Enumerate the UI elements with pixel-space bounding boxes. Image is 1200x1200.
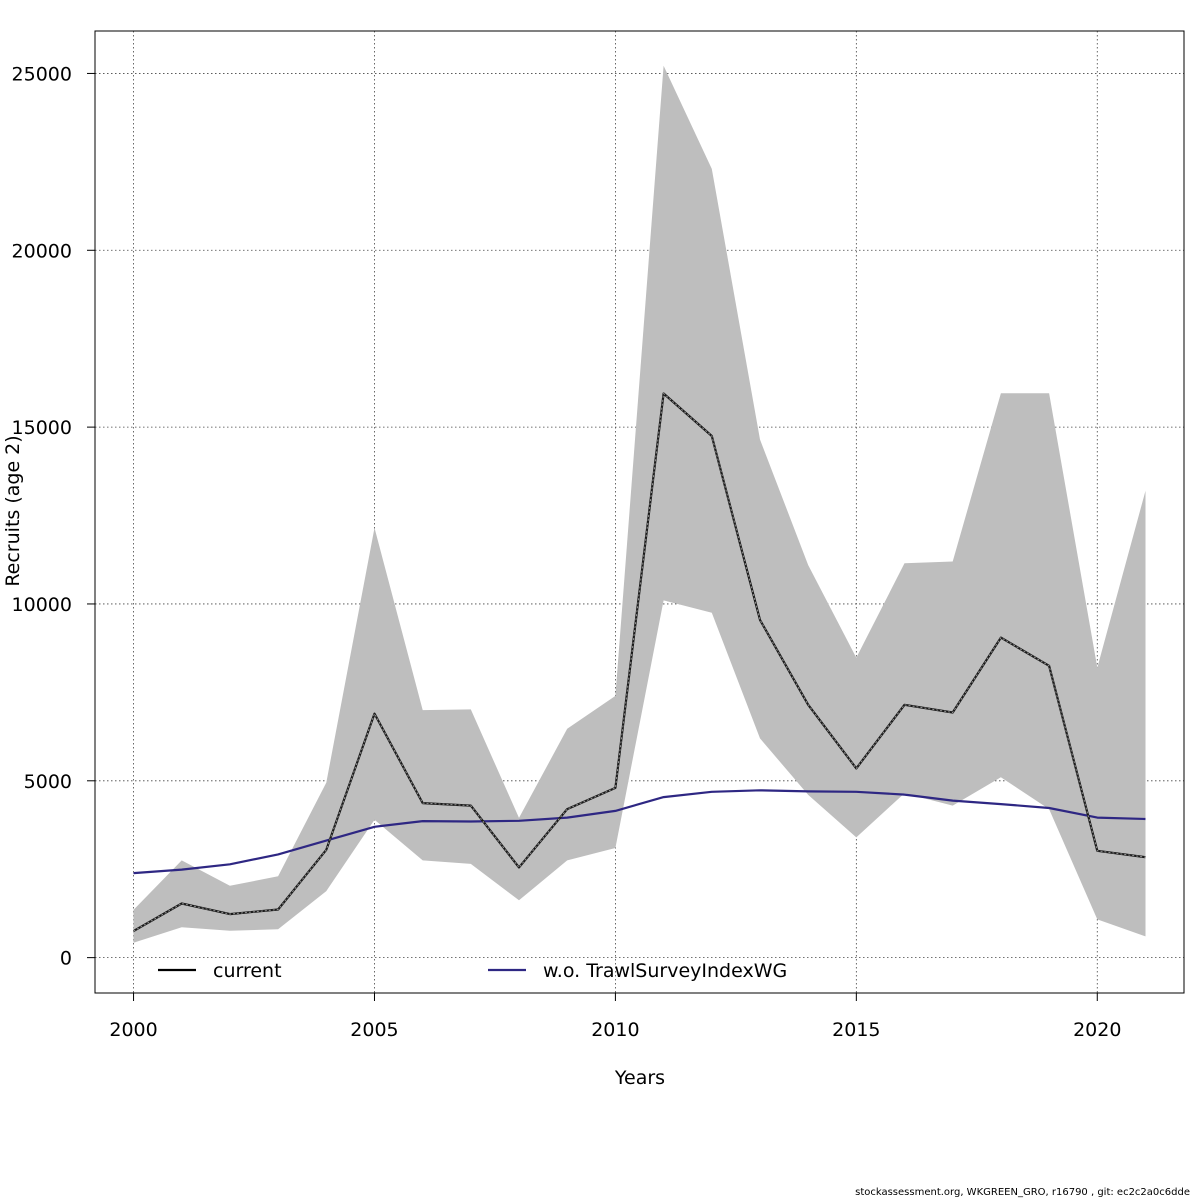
x-axis-label: Years xyxy=(614,1067,665,1089)
legend: current w.o. TrawlSurveyIndexWG xyxy=(158,960,787,982)
y-tick-label: 5000 xyxy=(24,771,72,793)
x-tick-label: 2000 xyxy=(109,1019,157,1041)
x-tick-label: 2010 xyxy=(591,1019,639,1041)
legend-label: current xyxy=(213,960,282,982)
x-axis: 2000 2005 2010 2015 2020 xyxy=(109,993,1121,1041)
x-tick-label: 2020 xyxy=(1073,1019,1121,1041)
series-line-0-dash xyxy=(133,392,1146,932)
y-tick-label: 0 xyxy=(60,948,72,970)
confidence-band xyxy=(133,65,1146,943)
x-tick-label: 2015 xyxy=(832,1019,880,1041)
y-axis: 0 5000 10000 15000 20000 25000 xyxy=(12,63,95,970)
series-layer xyxy=(132,392,1146,933)
y-tick-label: 15000 xyxy=(12,417,72,439)
y-axis-label: Recruits (age 2) xyxy=(2,435,24,586)
footer-credit: stockassessment.org, WKGREEN_GRO, r16790… xyxy=(855,1187,1190,1198)
legend-label: w.o. TrawlSurveyIndexWG xyxy=(543,960,787,982)
x-tick-label: 2005 xyxy=(350,1019,398,1041)
series-line-1 xyxy=(133,789,1146,875)
plot-frame xyxy=(94,30,1185,994)
y-tick-label: 10000 xyxy=(12,594,72,616)
y-tick-label: 20000 xyxy=(12,240,72,262)
y-tick-label: 25000 xyxy=(12,63,72,85)
